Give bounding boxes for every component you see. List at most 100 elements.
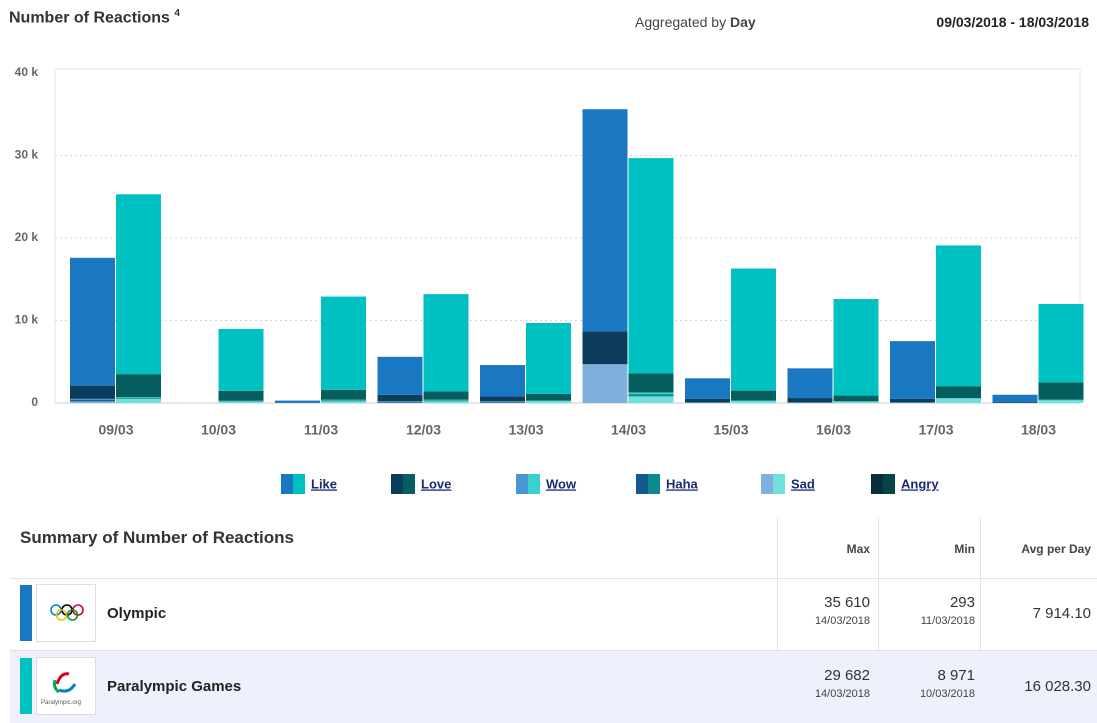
bar-segment bbox=[629, 392, 674, 394]
bar-segment bbox=[834, 299, 879, 396]
bar-segment bbox=[526, 401, 571, 403]
bar-segment bbox=[116, 398, 161, 399]
bar-segment bbox=[116, 194, 161, 374]
bar-segment bbox=[321, 297, 366, 390]
min: 293 bbox=[879, 594, 975, 611]
bar-segment bbox=[583, 364, 628, 403]
bar-segment bbox=[424, 401, 469, 403]
min: 8 971 bbox=[879, 667, 975, 684]
bar-segment bbox=[685, 378, 730, 399]
legend-swatch bbox=[528, 474, 540, 494]
bar-segment bbox=[834, 401, 879, 403]
bar-segment bbox=[936, 245, 981, 386]
bar-segment bbox=[378, 395, 423, 402]
legend-label[interactable]: Sad bbox=[791, 476, 815, 491]
bar-segment bbox=[219, 329, 264, 391]
x-tick-label: 14/03 bbox=[611, 422, 646, 438]
col-header: Max bbox=[778, 542, 870, 556]
bar-segment bbox=[1039, 401, 1084, 403]
bar-segment bbox=[219, 391, 264, 401]
row-color bbox=[20, 658, 32, 714]
legend-swatch bbox=[648, 474, 660, 494]
bar-segment bbox=[731, 401, 776, 402]
min-date: 11/03/2018 bbox=[879, 615, 975, 627]
x-tick-label: 10/03 bbox=[201, 422, 236, 438]
legend-item[interactable]: Wow bbox=[516, 474, 577, 494]
bar-segment bbox=[834, 396, 879, 402]
row-name: Olympic bbox=[107, 605, 166, 622]
min-date: 10/03/2018 bbox=[879, 688, 975, 700]
legend-label[interactable]: Wow bbox=[546, 476, 577, 491]
bar-segment bbox=[321, 401, 366, 402]
divider bbox=[878, 518, 879, 650]
legend-item[interactable]: Sad bbox=[761, 474, 815, 494]
legend-swatch bbox=[773, 474, 785, 494]
bar-segment bbox=[480, 396, 525, 401]
max: 29 682 bbox=[778, 667, 870, 684]
bar-segment bbox=[1039, 304, 1084, 382]
bar-segment bbox=[526, 394, 571, 401]
y-tick-label: 20 k bbox=[15, 230, 39, 244]
col-header: Avg per Day bbox=[981, 542, 1091, 556]
bar-segment bbox=[629, 373, 674, 392]
bar-segment bbox=[890, 399, 935, 402]
olympic-logo bbox=[36, 584, 96, 642]
bar-segment bbox=[788, 398, 833, 402]
bar-segment bbox=[116, 399, 161, 403]
legend-swatch bbox=[883, 474, 895, 494]
legend-item[interactable]: Haha bbox=[636, 474, 699, 494]
bar-segment bbox=[424, 391, 469, 399]
row-name: Paralympic Games bbox=[107, 678, 241, 695]
bar-segment bbox=[629, 396, 674, 403]
bar-segment bbox=[583, 331, 628, 364]
bar-segment bbox=[70, 401, 115, 403]
divider bbox=[980, 518, 981, 650]
x-tick-label: 15/03 bbox=[713, 422, 748, 438]
bar-segment bbox=[321, 400, 366, 401]
bar-segment bbox=[526, 323, 571, 394]
bar-segment bbox=[275, 401, 320, 403]
legend-item[interactable]: Like bbox=[281, 474, 337, 494]
paralympic-logo: Paralympic.org bbox=[36, 657, 96, 715]
row-border bbox=[10, 578, 1097, 579]
bar-segment bbox=[993, 402, 1038, 403]
x-tick-label: 09/03 bbox=[98, 422, 133, 438]
legend-item[interactable]: Angry bbox=[871, 474, 939, 494]
legend-swatch bbox=[281, 474, 293, 494]
legend-swatch bbox=[403, 474, 415, 494]
bar-segment bbox=[1039, 382, 1084, 399]
x-tick-label: 13/03 bbox=[508, 422, 543, 438]
rings bbox=[37, 585, 95, 641]
bar-segment bbox=[936, 387, 981, 399]
bar-segment bbox=[424, 401, 469, 402]
legend-label[interactable]: Love bbox=[421, 476, 451, 491]
bar-segment bbox=[378, 357, 423, 395]
bar-segment bbox=[219, 402, 264, 403]
bar-segment bbox=[480, 365, 525, 396]
legend-label[interactable]: Like bbox=[311, 476, 337, 491]
max: 35 610 bbox=[778, 594, 870, 611]
y-tick-label: 30 k bbox=[15, 148, 39, 162]
bar-segment bbox=[583, 109, 628, 331]
legend-label[interactable]: Angry bbox=[901, 476, 939, 491]
legend-label[interactable]: Haha bbox=[666, 476, 699, 491]
x-tick-label: 18/03 bbox=[1021, 422, 1056, 438]
bar-segment bbox=[731, 401, 776, 403]
bar-segment bbox=[629, 158, 674, 373]
bar-segment bbox=[890, 341, 935, 399]
bar-segment bbox=[1039, 400, 1084, 401]
bar-segment bbox=[936, 398, 981, 399]
legend-swatch bbox=[516, 474, 528, 494]
legend-item[interactable]: Love bbox=[391, 474, 451, 494]
avg: 7 914.10 bbox=[981, 605, 1091, 622]
summary-title: Summary of Number of Reactions bbox=[20, 528, 294, 548]
bar-segment bbox=[993, 395, 1038, 402]
bar-segment bbox=[116, 397, 161, 398]
bar-segment bbox=[480, 402, 525, 403]
summary-table: Summary of Number of Reactions Max Min A… bbox=[10, 518, 1097, 722]
legend-swatch bbox=[636, 474, 648, 494]
col-header: Min bbox=[879, 542, 975, 556]
max-date: 14/03/2018 bbox=[778, 615, 870, 627]
bar-segment bbox=[321, 401, 366, 403]
